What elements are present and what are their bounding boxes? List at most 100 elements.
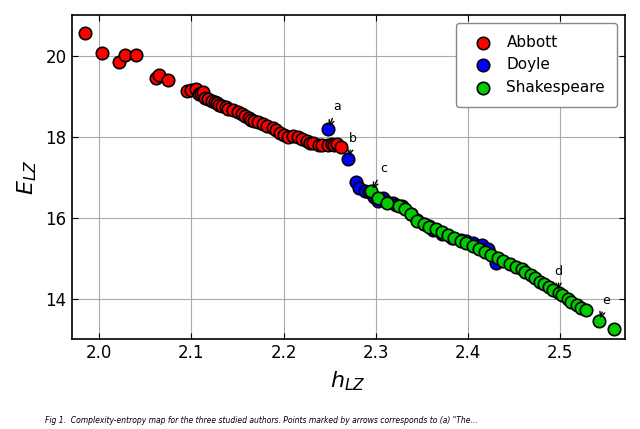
Abbott <box>154 72 164 79</box>
Abbott <box>292 134 303 141</box>
Abbott <box>336 143 346 150</box>
Doyle <box>447 234 457 241</box>
Abbott <box>308 139 318 146</box>
Doyle <box>382 199 392 205</box>
Shakespeare <box>544 284 554 291</box>
Abbott <box>262 123 272 130</box>
Doyle <box>354 185 364 192</box>
Shakespeare <box>449 234 460 241</box>
Text: e: e <box>600 294 611 317</box>
Doyle <box>360 188 370 195</box>
Abbott <box>131 51 141 58</box>
Shakespeare <box>437 228 447 235</box>
Doyle <box>419 220 429 227</box>
Abbott <box>163 76 173 83</box>
Abbott <box>186 87 196 94</box>
Abbott <box>197 88 207 95</box>
Shakespeare <box>461 239 472 246</box>
Shakespeare <box>572 301 582 308</box>
Text: d: d <box>555 265 563 288</box>
Shakespeare <box>504 261 515 268</box>
Abbott <box>268 125 278 132</box>
Abbott <box>297 135 307 142</box>
Abbott <box>182 88 192 95</box>
Abbott <box>223 106 234 112</box>
Abbott <box>323 142 333 149</box>
Shakespeare <box>511 263 521 270</box>
Abbott <box>283 133 293 140</box>
Doyle <box>461 238 472 245</box>
Abbott <box>228 107 238 114</box>
Abbott <box>240 113 250 120</box>
Abbott <box>305 139 315 146</box>
Doyle <box>412 216 422 223</box>
Abbott <box>326 140 337 147</box>
Abbott <box>278 131 289 138</box>
Abbott <box>200 95 211 102</box>
Doyle <box>397 203 407 210</box>
Abbott <box>314 141 324 148</box>
Abbott <box>244 115 254 122</box>
X-axis label: $h_{LZ}$: $h_{LZ}$ <box>330 369 366 393</box>
Text: a: a <box>329 100 341 125</box>
Doyle <box>351 178 361 185</box>
Abbott <box>246 116 257 123</box>
Abbott <box>196 89 206 96</box>
Abbott <box>232 109 243 116</box>
Shakespeare <box>498 258 508 265</box>
Doyle <box>456 236 466 243</box>
Abbott <box>317 142 328 149</box>
Shakespeare <box>431 226 441 233</box>
Abbott <box>214 102 224 109</box>
Text: b: b <box>348 132 357 154</box>
Abbott <box>194 91 204 97</box>
Abbott <box>332 140 342 147</box>
Abbott <box>288 132 298 139</box>
Abbott <box>330 142 340 149</box>
Shakespeare <box>382 200 392 207</box>
Doyle <box>391 201 401 208</box>
Shakespeare <box>581 307 591 314</box>
Shakespeare <box>394 203 404 210</box>
Doyle <box>428 227 438 233</box>
Doyle <box>369 193 380 200</box>
Abbott <box>203 96 213 103</box>
Doyle <box>343 155 353 162</box>
Doyle <box>387 200 397 207</box>
Shakespeare <box>372 195 383 202</box>
Shakespeare <box>412 218 422 224</box>
Doyle <box>477 242 487 248</box>
Abbott <box>220 104 230 111</box>
Shakespeare <box>493 255 503 262</box>
Abbott <box>115 58 125 65</box>
Shakespeare <box>520 269 531 276</box>
Shakespeare <box>486 251 497 258</box>
Shakespeare <box>401 206 411 213</box>
Abbott <box>207 97 217 104</box>
Abbott <box>151 74 161 81</box>
Shakespeare <box>424 223 435 230</box>
Shakespeare <box>557 292 568 299</box>
Shakespeare <box>468 242 478 249</box>
Shakespeare <box>479 248 490 255</box>
Doyle <box>372 197 383 204</box>
Shakespeare <box>563 295 573 302</box>
Abbott <box>80 30 90 36</box>
Abbott <box>217 103 227 109</box>
Shakespeare <box>366 188 376 195</box>
Shakespeare <box>516 266 527 273</box>
Legend: Abbott, Doyle, Shakespeare: Abbott, Doyle, Shakespeare <box>456 23 618 107</box>
Shakespeare <box>474 246 484 253</box>
Abbott <box>271 127 282 134</box>
Doyle <box>468 239 478 246</box>
Doyle <box>483 246 493 253</box>
Doyle <box>437 230 447 237</box>
Shakespeare <box>526 272 536 278</box>
Shakespeare <box>529 275 540 282</box>
Abbott <box>275 129 285 136</box>
Doyle <box>491 260 501 266</box>
Doyle <box>364 189 374 196</box>
Shakespeare <box>443 231 453 238</box>
Abbott <box>209 99 220 106</box>
Shakespeare <box>548 286 558 293</box>
